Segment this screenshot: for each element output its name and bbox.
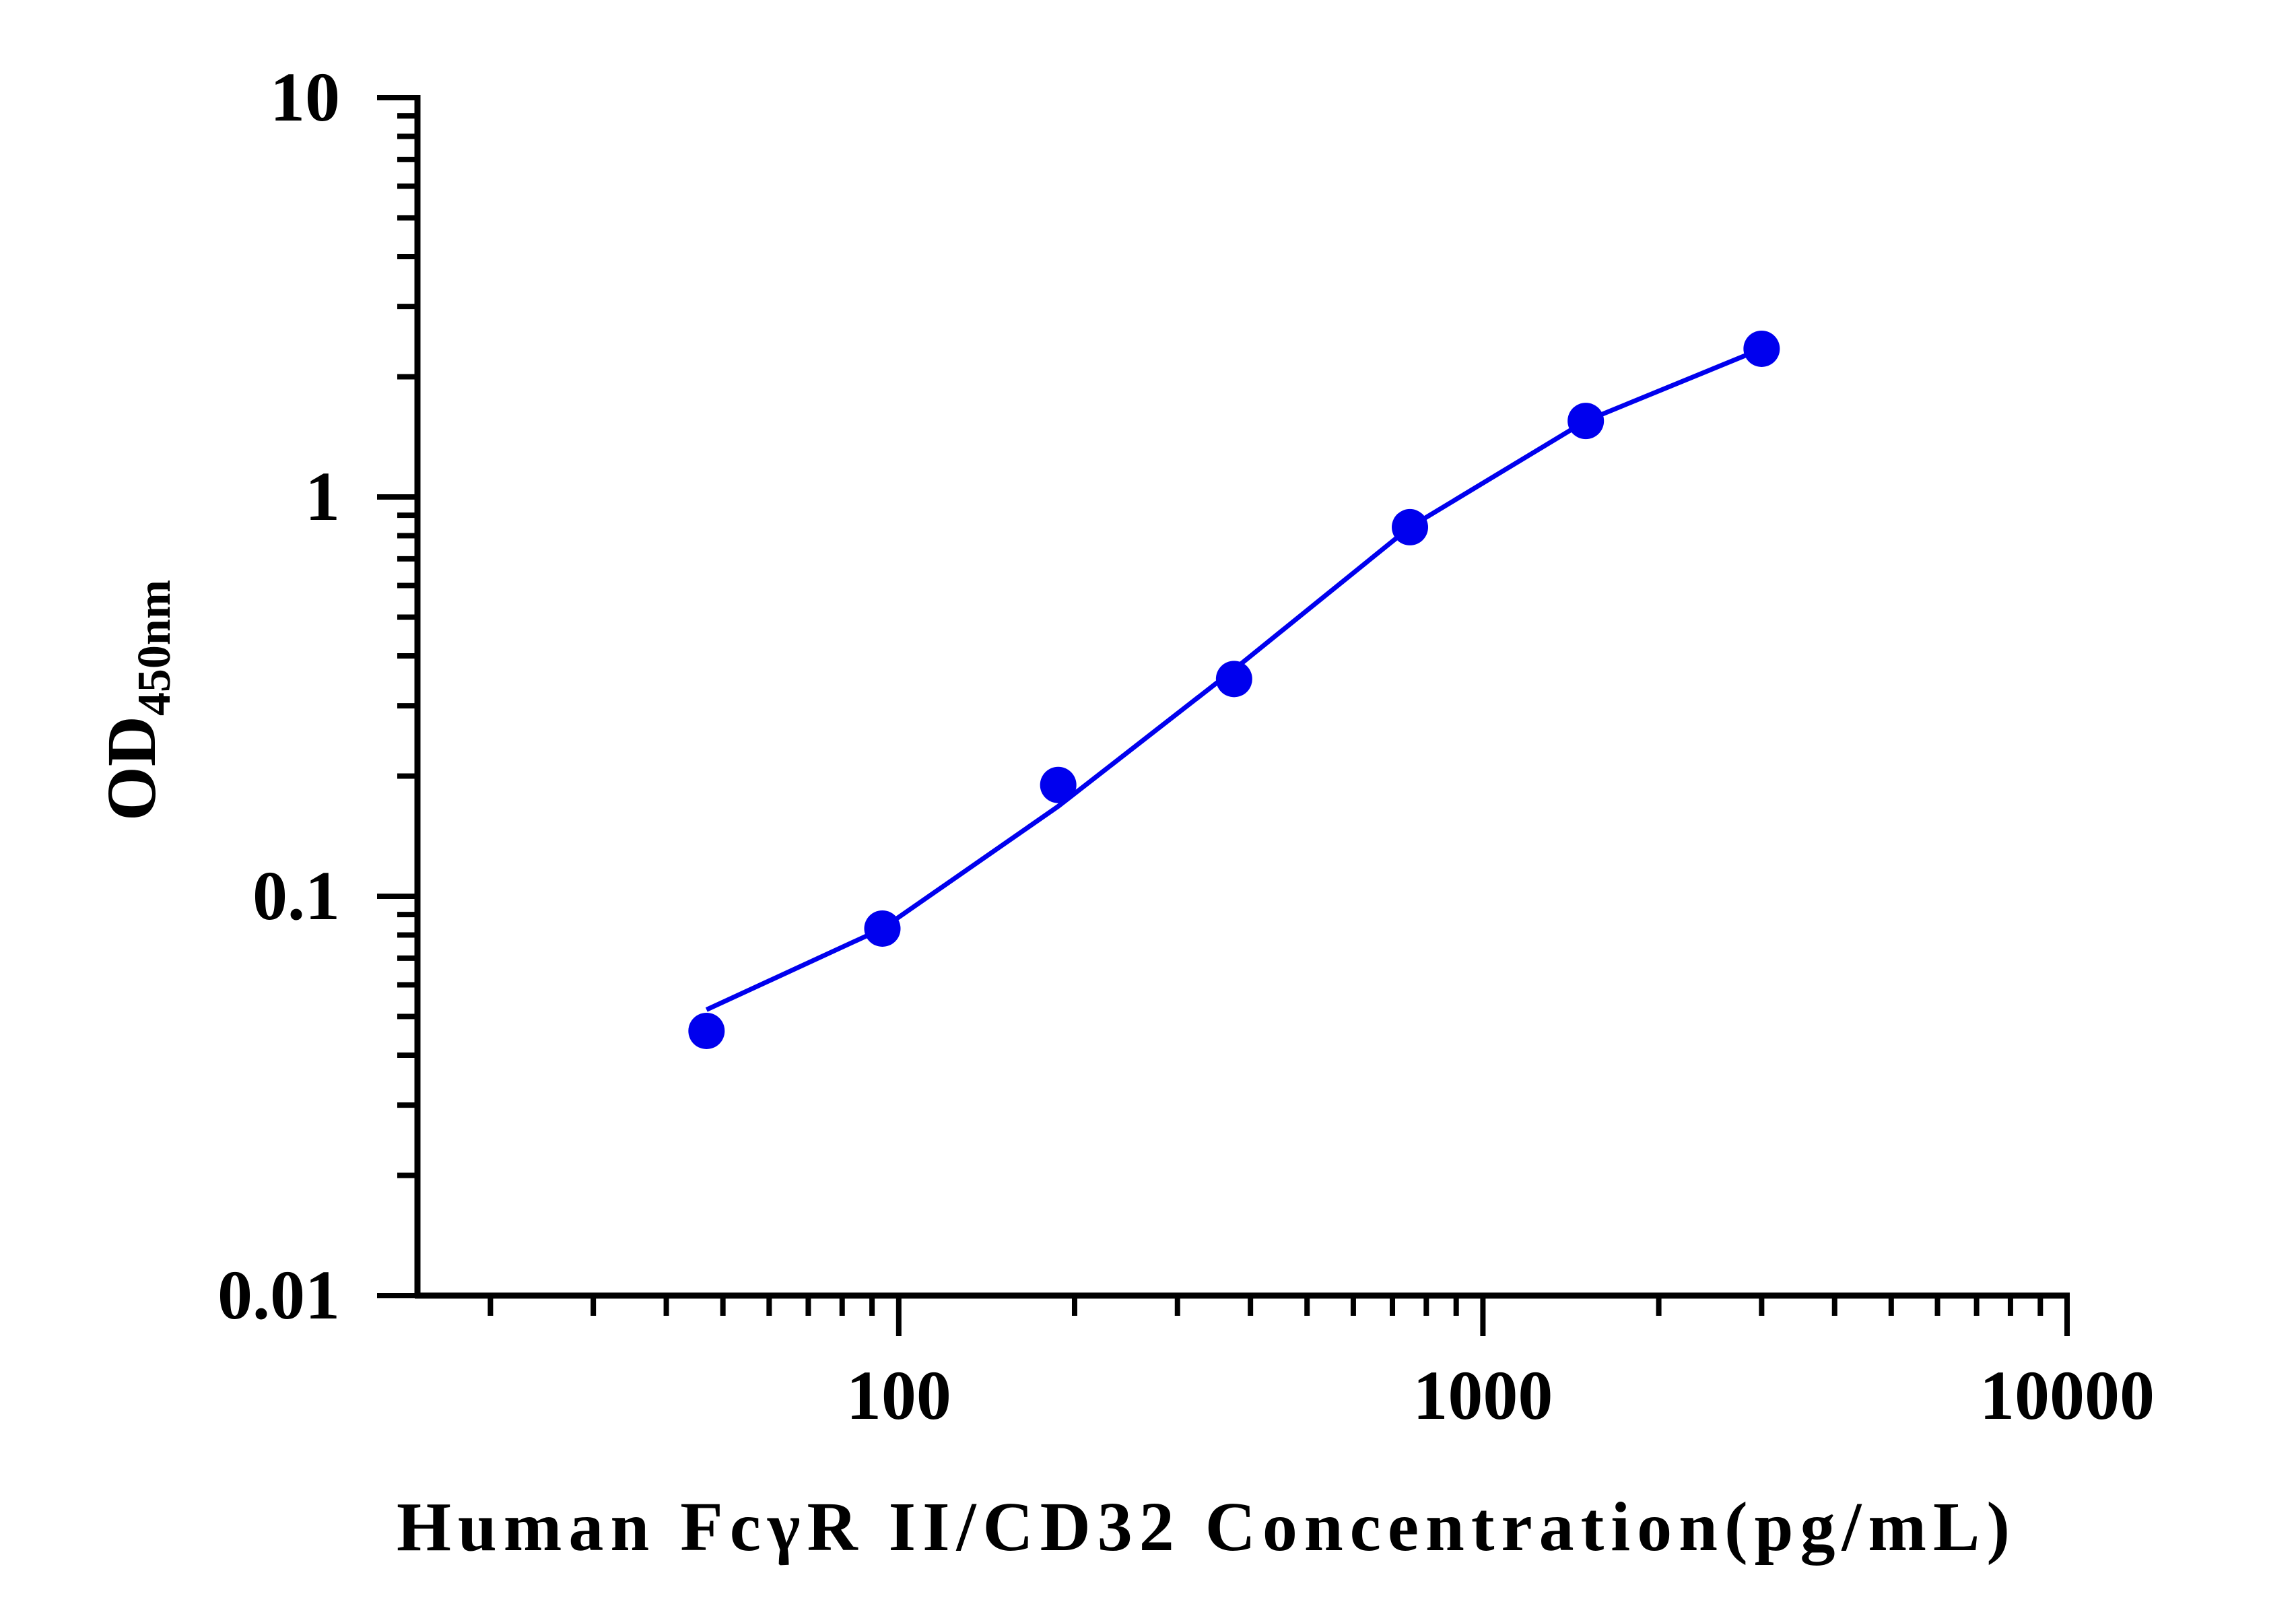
data-point — [1743, 330, 1780, 367]
data-points — [688, 330, 1780, 1049]
y-tick-label: 1 — [305, 458, 340, 535]
y-axis-title: OD450nm — [93, 580, 180, 821]
y-axis-tick-labels: 0.01 0.1 1 10 — [217, 59, 340, 1334]
x-tick-label: 1000 — [1413, 1357, 1553, 1434]
y-axis-title-subscript: 450nm — [129, 580, 180, 716]
data-point — [1392, 508, 1429, 545]
x-tick-label: 100 — [846, 1357, 951, 1434]
y-axis-ticks — [377, 95, 417, 1298]
x-axis-title: Human FcγR II/CD32 Concentration(pg/mL) — [397, 1488, 2017, 1566]
x-axis-ticks — [487, 1296, 2070, 1336]
data-point — [1215, 661, 1252, 698]
y-tick-label: 10 — [270, 59, 340, 136]
y-tick-label: 0.1 — [252, 857, 340, 935]
x-axis-tick-labels: 100 1000 10000 — [846, 1357, 2155, 1434]
y-tick-label: 0.01 — [217, 1257, 340, 1334]
data-point — [1567, 403, 1605, 440]
data-point — [864, 910, 901, 947]
data-point — [1040, 766, 1077, 803]
data-point — [688, 1012, 725, 1049]
x-tick-label: 10000 — [1980, 1357, 2155, 1434]
y-axis-title-main: OD — [93, 716, 170, 821]
